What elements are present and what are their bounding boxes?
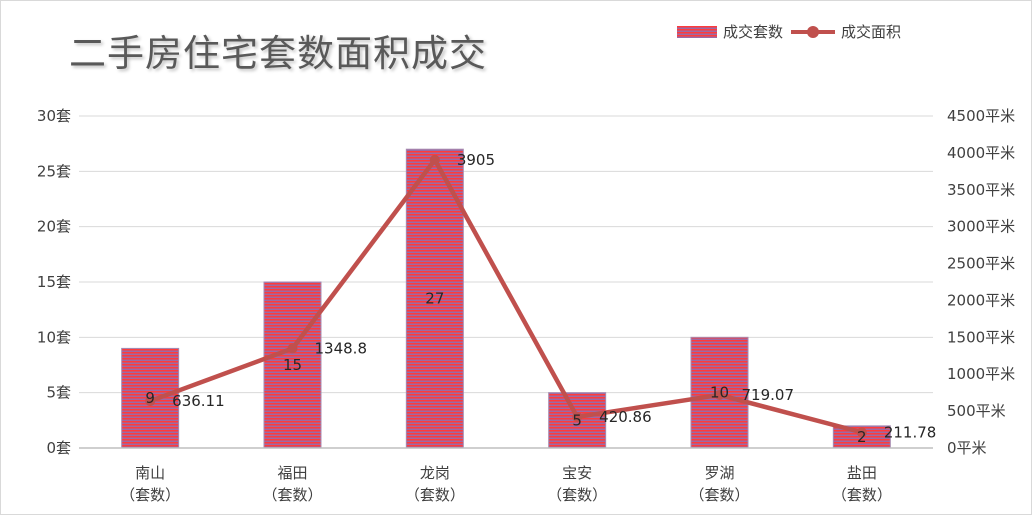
bar-data-label: 15 [283,356,302,374]
y-left-tick-label: 25套 [37,162,71,180]
bar-data-label: 2 [857,428,867,446]
line-point [856,427,867,438]
area-line [149,157,863,435]
legend-item-bar: 成交套数 [677,21,783,42]
y-left-tick-label: 0套 [46,439,71,457]
chart-title: 二手房住宅套数面积成交 [69,32,487,75]
line-data-label: 211.78 [884,423,937,441]
x-tick-label: 龙岗（套数） [405,464,465,504]
legend-item-line: 成交面积 [791,21,901,42]
y-left-tick-label: 20套 [37,218,71,236]
line-point [714,389,725,400]
x-tick-label: 盐田（套数） [832,464,892,504]
x-tick-label: 宝安（套数） [547,464,607,504]
y-right-tick-label: 3500平米 [947,181,1015,199]
legend: 成交套数 成交面积 [677,21,909,42]
legend-line-swatch [791,25,836,38]
y-right-tick-label: 2000平米 [947,291,1015,309]
x-tick-label: 福田（套数） [262,464,322,504]
data-labels: 9 15 27 5 10 2 636.11 1348.8 3905 420.86 719.07 211… [145,151,936,446]
y-left-tick-label: 5套 [46,384,71,402]
y-right-tick-label: 3000平米 [947,218,1015,236]
gridlines [79,115,933,394]
y-right-tick-label: 2500平米 [947,255,1015,273]
line-point [429,154,440,165]
y-right-tick-label: 500平米 [947,402,1006,420]
line-point [287,343,298,354]
legend-bar-swatch [677,25,717,38]
legend-bar-label: 成交套数 [723,23,784,41]
y-right-tick-label: 4000平米 [947,144,1015,162]
line-point [572,411,583,422]
y-right-tick-label: 0平米 [947,439,987,457]
y-right-tick-label: 1500平米 [947,328,1015,346]
line-data-label: 719.07 [742,386,795,404]
legend-line-label: 成交面积 [841,23,902,41]
y-right-tick-label: 4500平米 [947,107,1015,125]
y-left-tick-label: 10套 [37,328,71,346]
axes: 0套 5套 10套 15套 20套 25套 30套 0平米 500平米 1000平米 1500平米 2… [37,107,1015,504]
line-data-label: 636.11 [172,392,225,410]
y-left-tick-label: 15套 [37,273,71,291]
x-tick-label: 罗湖（套数） [689,464,749,504]
bar-data-label: 10 [710,384,729,402]
bar-data-label: 5 [572,411,582,429]
line-data-label: 3905 [457,151,495,169]
line-data-label: 1348.8 [315,339,368,357]
line-series [145,154,867,438]
y-right-tick-label: 1000平米 [947,365,1015,383]
bar-data-label: 27 [425,290,444,308]
y-left-tick-label: 30套 [37,107,71,125]
x-tick-label: 南山（套数） [120,464,180,504]
line-data-label: 420.86 [599,408,652,426]
bar-data-label: 9 [145,389,155,407]
line-point [145,396,156,407]
